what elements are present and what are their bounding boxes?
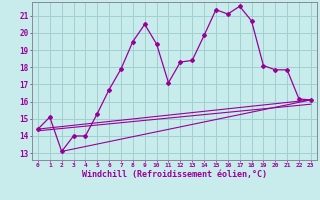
X-axis label: Windchill (Refroidissement éolien,°C): Windchill (Refroidissement éolien,°C): [82, 170, 267, 179]
